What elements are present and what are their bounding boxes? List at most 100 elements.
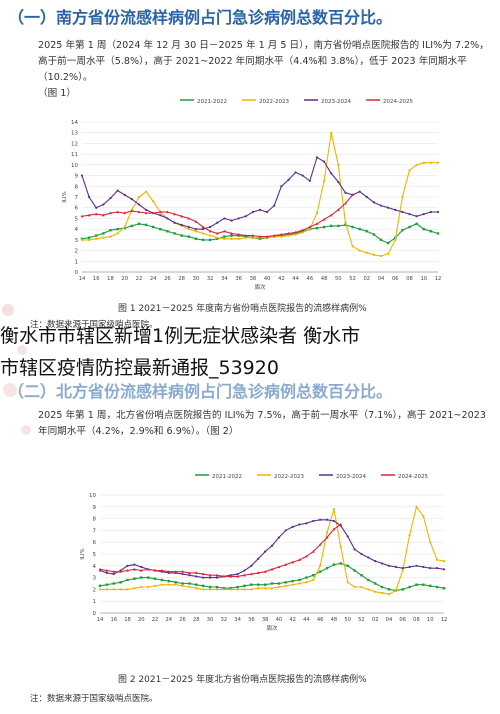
data-point [230,231,233,235]
data-point [394,565,397,569]
data-point [123,225,126,229]
data-point [222,587,226,590]
data-point [153,584,157,587]
x-tick-label: 26 [164,276,171,282]
data-point [284,581,287,584]
data-point [422,161,425,164]
data-point [436,232,440,235]
data-point [429,161,432,164]
data-point [80,174,84,177]
data-point [387,593,391,596]
data-point [174,581,177,584]
data-point [429,567,432,570]
data-point [422,583,425,586]
data-point [137,222,141,225]
data-point [339,562,342,565]
data-point [394,238,397,241]
x-tick-label: 12 [435,276,442,282]
data-point [105,583,109,586]
data-point [112,588,115,591]
data-point [126,564,129,567]
data-point [123,211,127,215]
y-tick-label: 3 [75,238,79,244]
data-point [251,233,255,237]
chart-legend: 2021-2022 2022-2023 2023-2024 2024-2025 [195,474,428,480]
data-point [244,236,247,239]
data-point [401,195,404,199]
data-point [215,585,219,589]
data-point [208,585,212,589]
data-point [312,578,315,582]
data-point [133,563,136,566]
data-point [251,236,254,239]
data-point [291,560,295,564]
data-point [408,534,411,537]
data-point [102,203,105,206]
y-tick-label: 0 [93,611,97,617]
y-axis-label: ILI% [80,548,86,560]
data-point [130,224,134,228]
data-point [367,588,370,591]
data-point [415,564,418,567]
series-line-2022-2023 [100,505,445,595]
data-point [298,558,301,561]
data-point [229,574,233,578]
x-tick-label: 02 [363,276,370,282]
data-point [291,525,294,528]
data-point [415,215,418,218]
data-point [194,230,198,233]
x-tick-label: 32 [207,276,214,282]
y-tick-label: 1 [93,599,97,605]
data-point [257,583,260,586]
data-point [312,519,315,523]
chart-legend: 2021-2022 2022-2023 2023-2024 2024-2025 [180,99,413,105]
data-point [201,228,205,231]
data-point [102,232,105,235]
data-point [194,571,198,574]
data-point [258,208,262,211]
x-tick-label: 42 [289,617,296,623]
y-tick-label: 7 [75,195,79,201]
x-tick-label: 14 [97,617,104,623]
data-point [95,234,98,237]
y-tick-label: 8 [93,517,97,523]
data-point [258,235,262,238]
data-point [394,589,397,592]
data-point [237,237,240,240]
data-point [322,160,326,163]
data-point [436,210,440,214]
data-point [230,237,233,240]
x-tick-label: 52 [358,617,365,623]
data-point [151,211,155,215]
y-axis-label: ILI% [62,191,68,203]
data-point [353,569,356,572]
data-point [256,571,260,574]
data-point [180,214,184,218]
data-point [346,564,349,567]
data-point [336,208,340,211]
data-point [372,233,376,236]
data-point [394,208,397,211]
data-point [160,578,164,582]
data-point [237,217,240,220]
data-point [133,567,136,571]
data-point [305,576,308,579]
data-point [215,231,219,235]
data-point [374,559,377,563]
data-point [408,169,411,172]
data-point [277,582,281,585]
data-point [109,235,112,238]
data-point [116,232,119,235]
data-point [270,587,274,590]
data-point [325,531,329,534]
data-point [257,557,260,560]
data-point [153,577,157,580]
data-point [422,213,425,216]
data-point [250,564,253,567]
data-point [153,568,157,572]
data-point [422,227,425,231]
data-point [319,564,322,567]
data-point [173,212,176,216]
data-point [160,583,164,586]
x-tick-label: 22 [136,276,143,282]
